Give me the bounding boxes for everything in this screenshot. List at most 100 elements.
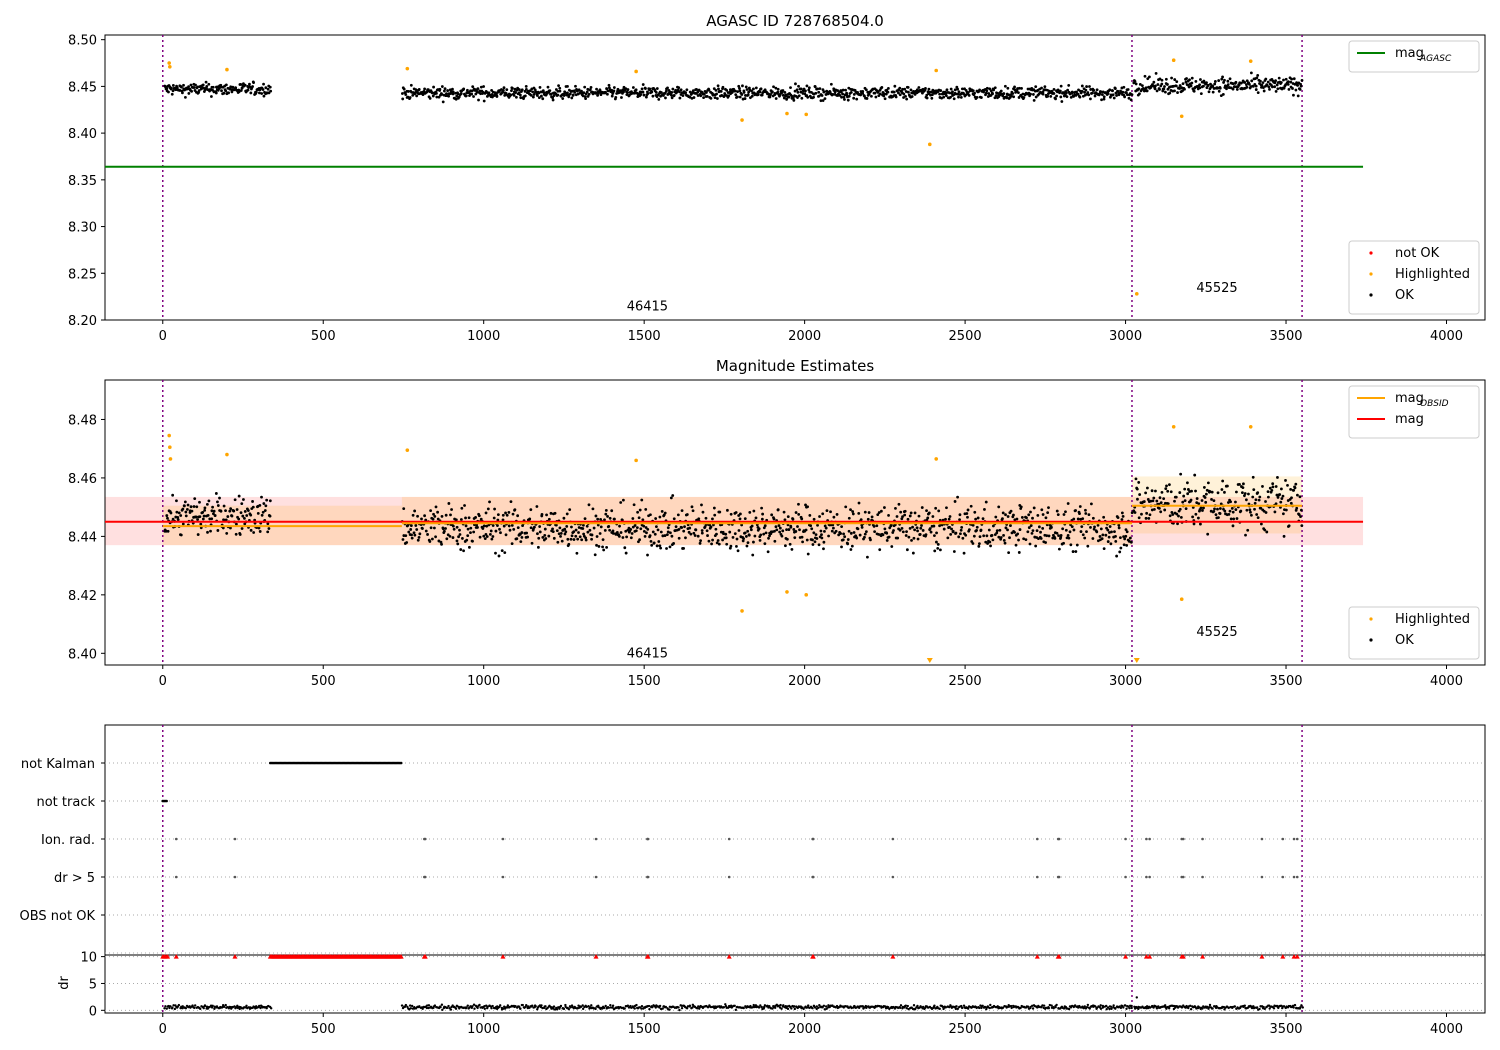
panel2-ok-point (465, 538, 469, 542)
panel1-ok-point (1286, 80, 1290, 84)
panel2-ok-point (842, 532, 845, 536)
panel3-category-label: Ion. rad. (41, 833, 95, 848)
panel2-ok-point (1041, 526, 1045, 530)
panel1-ok-point (1211, 84, 1215, 88)
panel2-ok-point (629, 527, 633, 531)
panel2-ok-point (932, 524, 936, 528)
panel2-ok-point (757, 527, 761, 531)
panel2-ok-point (631, 517, 635, 520)
panel2-ok-point (585, 524, 589, 528)
panel4-dr-point (1189, 1008, 1193, 1011)
panel4-dr-point (1047, 1006, 1051, 1010)
panel1-ok-point (744, 85, 748, 89)
panel1-ok-point (650, 90, 654, 94)
panel2-ok-point (1066, 534, 1070, 537)
panel2-ok-point (666, 530, 670, 534)
panel2-ok-point (249, 513, 253, 517)
panel2-ok-point (1122, 535, 1125, 539)
panel1-ok-point (883, 97, 887, 101)
panel4-dr-point (1124, 1004, 1127, 1007)
panel1-ok-point (1041, 90, 1045, 94)
panel2-ok-point (597, 545, 601, 548)
panel2-ok-point (1183, 487, 1187, 491)
panel2-ok-point (744, 535, 748, 538)
panel2-ok-point (890, 545, 894, 548)
panel2-ok-point (201, 517, 205, 521)
panel2-ok-point (554, 523, 558, 527)
panel1-ok-point (511, 86, 514, 90)
panel2-ok-point (967, 528, 971, 532)
panel2-ok-point (750, 524, 754, 528)
panel2-ok-point (1003, 541, 1007, 545)
panel3-flag-point (891, 837, 895, 841)
panel2-ok-point (1217, 516, 1220, 520)
panel1-ok-point (781, 89, 785, 92)
panel2-ok-point (212, 512, 215, 516)
panel2-ok-point (913, 511, 917, 515)
panel2-ok-point (659, 546, 663, 550)
panel4-dr-point (534, 1005, 537, 1008)
panel4-dr-point (193, 1004, 197, 1007)
panel4-dr-point (579, 1005, 583, 1008)
panel2-ok-point (934, 506, 938, 510)
panel2-ok-point (663, 511, 667, 515)
panel3-flag-point (727, 837, 731, 841)
panel4-dr-point (933, 1004, 936, 1007)
panel4-dr-point (759, 1004, 762, 1007)
panel1-ok-point (201, 83, 205, 87)
panel1-ok-point (1089, 88, 1093, 91)
panel2-ok-point (694, 528, 698, 532)
panel2-ok-point (878, 548, 882, 552)
panel2-ok-point (198, 500, 201, 504)
panel2-ok-point (654, 525, 658, 529)
panel2-ok-point (169, 511, 173, 515)
panel4-dr-point (1125, 1007, 1128, 1010)
panel2-ok-point (1256, 491, 1260, 495)
panel2-ok-point (816, 523, 819, 527)
panel1-ok-point (570, 96, 574, 100)
panel4-dr-point (1250, 1006, 1254, 1010)
panel1-ok-point (838, 94, 842, 97)
panel1-ok-point (699, 94, 703, 98)
panel2-ok-point (806, 552, 810, 556)
panel1-ok-point (1002, 92, 1006, 95)
panel1-ok-point (985, 86, 989, 90)
panel2-ok-point (1074, 550, 1078, 553)
panel2-ok-point (634, 529, 638, 533)
panel1-ok-point (401, 97, 405, 101)
panel2-ok-point (260, 495, 263, 499)
panel2-ok-point (677, 527, 681, 531)
panel2-ok-point (175, 510, 179, 514)
panel4-dr-point (525, 1004, 528, 1007)
panel2-ok-point (733, 532, 737, 536)
panel1-ok-point (535, 94, 539, 97)
panel2-ok-point (484, 532, 488, 536)
panel4-dr-point (1122, 1006, 1125, 1009)
panel1-ok-point (182, 83, 185, 87)
panel1-ok-point (642, 93, 646, 97)
panel2-ok-point (1102, 547, 1106, 551)
panel2-ok-point (440, 514, 444, 518)
panel1-ok-point (1206, 83, 1210, 87)
panel2-ok-point (476, 526, 479, 529)
panel2-ok-point (414, 524, 418, 527)
panel1-ok-point (490, 89, 493, 92)
panel1-ok-point (789, 86, 792, 90)
panel2-ok-point (459, 518, 463, 521)
panel2-ok-point (653, 532, 657, 536)
panel1-ok-point (421, 93, 425, 97)
panel2-ok-point (1232, 517, 1236, 521)
panel1-ok-point (1032, 99, 1036, 102)
panel4-dr-point (1128, 1006, 1131, 1010)
panel1-ok-point (438, 87, 442, 91)
panel4-dr-point (1112, 1004, 1115, 1007)
panel2-ok-point (766, 550, 770, 554)
panel1-ok-point (975, 95, 979, 99)
panel2-ok-point (194, 515, 198, 519)
panel2-ok-point (1016, 532, 1020, 536)
panel1-ok-point (816, 87, 820, 91)
panel4-dr-point (654, 1006, 657, 1009)
panel2-ok-point (1064, 528, 1068, 532)
panel1-ok-point (210, 95, 213, 98)
panel1-ok-point (725, 88, 729, 92)
